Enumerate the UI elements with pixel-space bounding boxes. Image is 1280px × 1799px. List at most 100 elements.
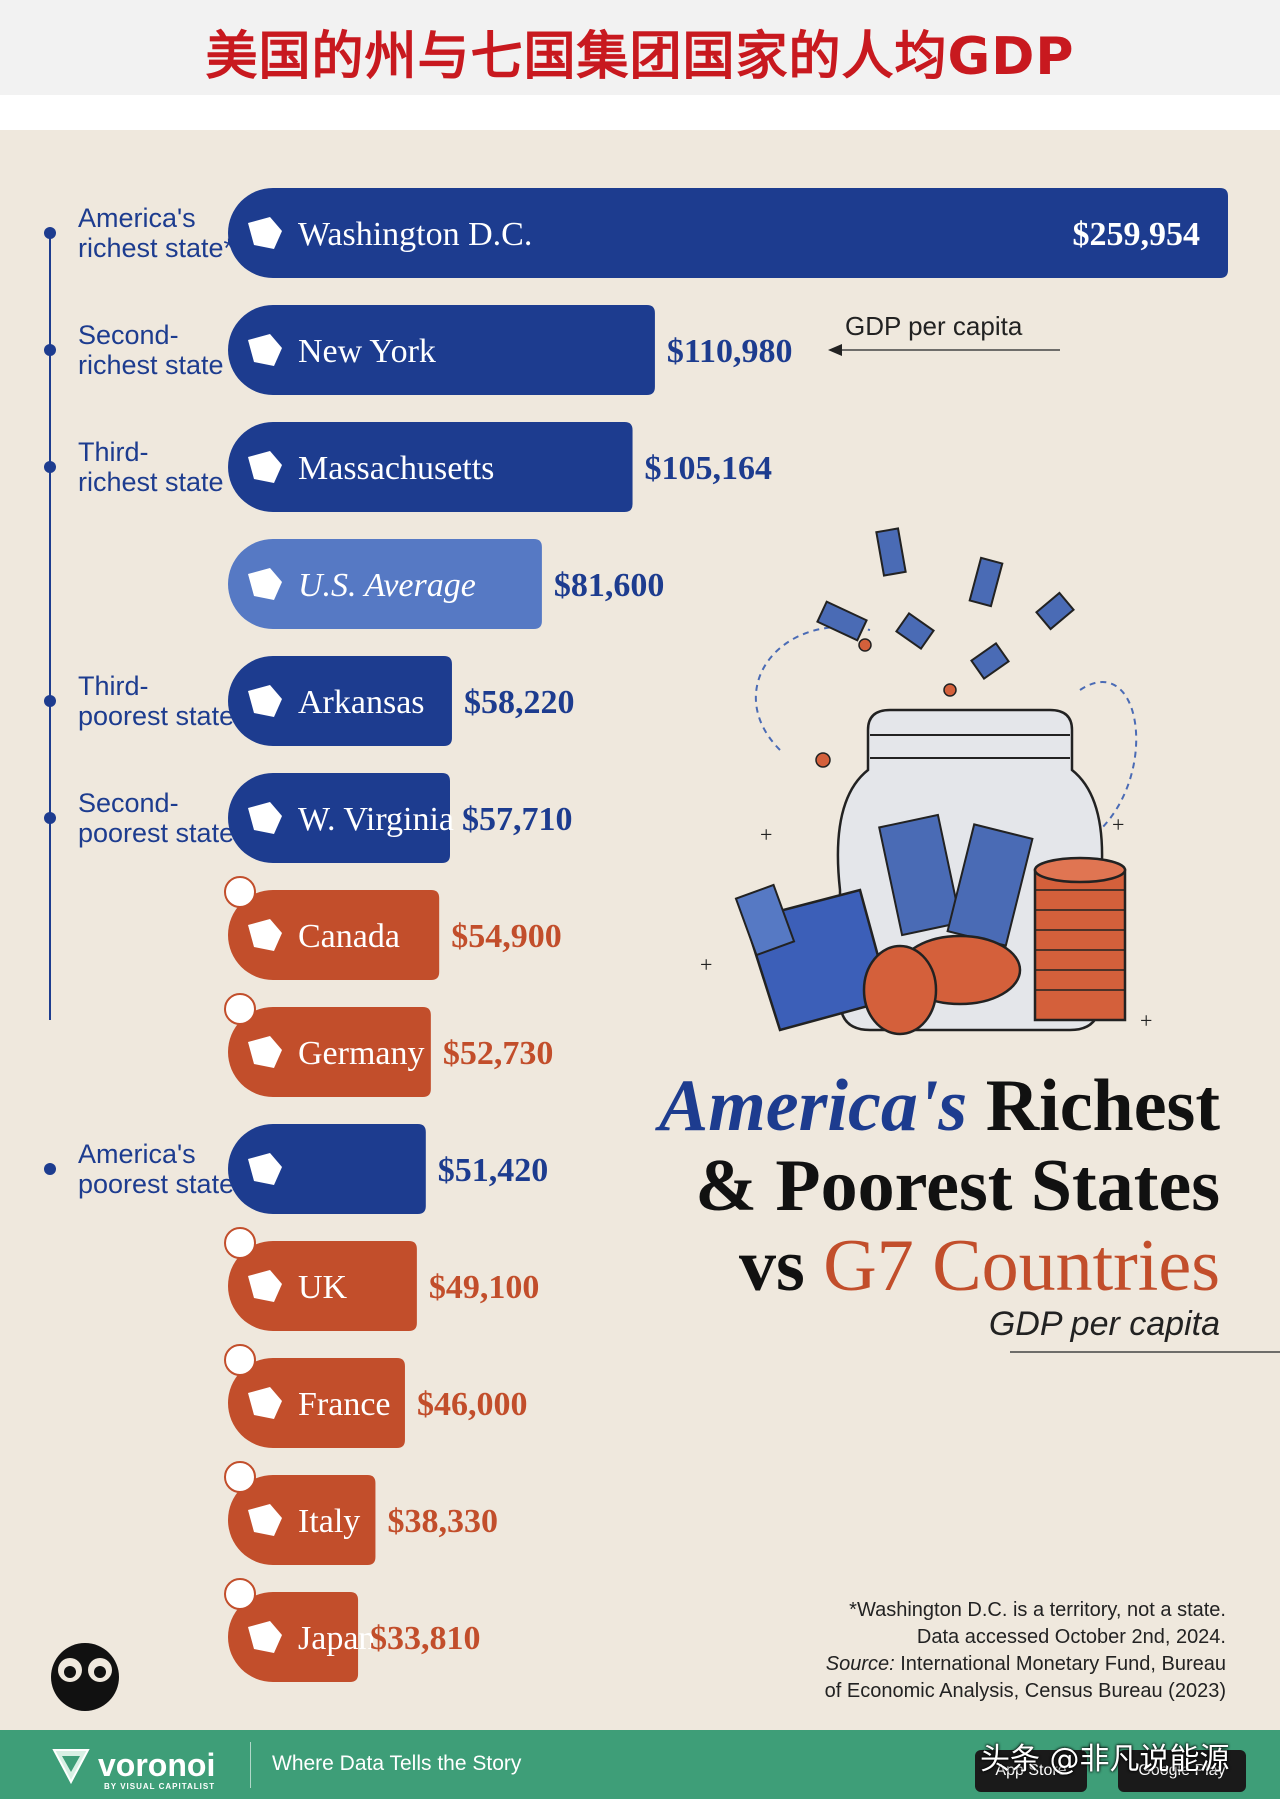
brand-name: voronoi <box>98 1746 216 1783</box>
annotation-label: GDP per capita <box>845 311 1023 341</box>
country-shape-icon <box>248 1621 282 1653</box>
value-label: $51,420 <box>438 1152 548 1189</box>
bar <box>228 1124 426 1214</box>
rank-label: Second- <box>78 788 179 818</box>
rank-dot <box>44 1163 56 1175</box>
bar-row: Massachusetts $105,164 Third-richest state <box>44 422 772 512</box>
state-shape-icon <box>248 334 282 366</box>
rank-label: Second- <box>78 320 179 350</box>
bar <box>228 656 452 746</box>
value-label: $58,220 <box>464 684 575 721</box>
bar-row: UK $49,100 <box>224 1227 540 1331</box>
value-label: $259,954 <box>1073 216 1201 253</box>
svg-text:+: + <box>1112 812 1124 837</box>
rank-label: poorest state <box>78 1169 234 1199</box>
source-notes: *Washington D.C. is a territory, not a s… <box>825 1599 1226 1702</box>
bar-row: France $46,000 <box>224 1344 527 1448</box>
chart-title: America's Richest & Poorest States vs G7… <box>655 1065 1280 1353</box>
bar <box>228 1241 417 1331</box>
value-label: $52,730 <box>443 1035 554 1072</box>
top-banner: 美国的州与七国集团国家的人均GDP <box>0 0 1280 95</box>
svg-text:+: + <box>700 952 712 977</box>
rank-label: richest state* <box>78 233 235 263</box>
svg-text:+: + <box>760 822 772 847</box>
rank-label: poorest state <box>78 701 234 731</box>
chart-subtitle: GDP per capita <box>989 1305 1220 1343</box>
rank-dot <box>44 812 56 824</box>
category-label: New York <box>298 333 436 370</box>
footer-tagline: Where Data Tells the Story <box>272 1752 522 1775</box>
note-territory: *Washington D.C. is a territory, not a s… <box>849 1599 1226 1621</box>
flag-icon <box>224 1227 256 1259</box>
category-label: Japan <box>298 1620 375 1657</box>
country-shape-icon <box>248 919 282 951</box>
flag-icon <box>224 1578 256 1610</box>
country-shape-icon <box>248 1387 282 1419</box>
category-label: Massachusetts <box>298 450 494 487</box>
bar <box>228 539 542 629</box>
flag-icon <box>224 1344 256 1376</box>
title-vs: vs <box>739 1225 805 1307</box>
bar-row: New York $110,980 Second-richest state <box>44 305 793 395</box>
footer-bar: voronoi BY VISUAL CAPITALIST Where Data … <box>0 1730 1280 1799</box>
rank-dot <box>44 695 56 707</box>
rank-dot <box>44 461 56 473</box>
google-play-button[interactable]: Google Play <box>1118 1750 1246 1792</box>
country-shape-icon <box>248 1504 282 1536</box>
bar <box>228 1358 405 1448</box>
value-label: $81,600 <box>554 567 665 604</box>
rank-label: Third- <box>78 437 149 467</box>
vc-badge-icon <box>51 1643 119 1711</box>
title-richest: Richest <box>986 1065 1221 1147</box>
rank-dot <box>44 227 56 239</box>
svg-text:+: + <box>1140 1008 1152 1033</box>
note-source-cont: of Economic Analysis, Census Bureau (202… <box>825 1680 1226 1702</box>
bar-row: U.S. Average $81,600 <box>228 539 664 629</box>
value-label: $49,100 <box>429 1269 540 1306</box>
country-shape-icon <box>248 1270 282 1302</box>
banner-title: 美国的州与七国集团国家的人均GDP <box>205 27 1075 87</box>
bar-chart: Washington D.C. $259,954America'srichest … <box>44 188 1280 1711</box>
category-label: Washington D.C. <box>298 216 532 253</box>
category-label: Germany <box>298 1035 425 1072</box>
title-g7: G7 Countries <box>823 1225 1220 1307</box>
app-store-button[interactable]: App Store <box>975 1750 1087 1792</box>
coin-stack <box>1033 856 1127 1022</box>
value-label: $54,900 <box>451 918 562 955</box>
value-label: $38,330 <box>387 1503 498 1540</box>
gdp-annotation: GDP per capita <box>828 311 1060 356</box>
voronoi-logo[interactable]: voronoi <box>50 1744 215 1786</box>
value-label: $33,810 <box>370 1620 481 1657</box>
category-label: Arkansas <box>298 684 425 721</box>
country-shape-icon <box>248 1036 282 1068</box>
flag-icon <box>224 1461 256 1493</box>
svg-text:vs G7 Countries: vs G7 Countries <box>739 1225 1220 1307</box>
state-shape-icon <box>248 802 282 834</box>
bar-row: Japan$33,810 <box>224 1578 481 1682</box>
bar <box>228 890 440 980</box>
bar <box>228 1475 376 1565</box>
bar-row: Italy $38,330 <box>224 1461 498 1565</box>
state-shape-icon <box>248 568 282 600</box>
bar <box>228 773 451 863</box>
note-source-label: Source: <box>826 1653 895 1675</box>
title-poorest: & Poorest States <box>695 1145 1220 1227</box>
category-label: Italy <box>298 1503 360 1540</box>
infographic-poster: Washington D.C. $259,954 America's richest … <box>0 130 1280 1730</box>
flag-icon <box>224 876 256 908</box>
rank-label: poorest state <box>78 818 234 848</box>
brand-subtitle: BY VISUAL CAPITALIST <box>104 1782 216 1791</box>
rank-label: Third- <box>78 671 149 701</box>
value-label: $46,000 <box>417 1386 527 1423</box>
value-label: $57,710 <box>462 801 573 838</box>
voronoi-logo-icon <box>52 1749 90 1785</box>
bar <box>228 305 655 395</box>
rank-label: richest state <box>78 350 224 380</box>
bar <box>228 188 1228 278</box>
category-label: W. Virginia <box>298 801 454 838</box>
bar-row: Arkansas $58,220 Third-poorest state <box>44 656 574 746</box>
note-source-text: International Monetary Fund, Bureau <box>900 1653 1226 1675</box>
state-shape-icon <box>248 451 282 483</box>
bar <box>228 422 633 512</box>
